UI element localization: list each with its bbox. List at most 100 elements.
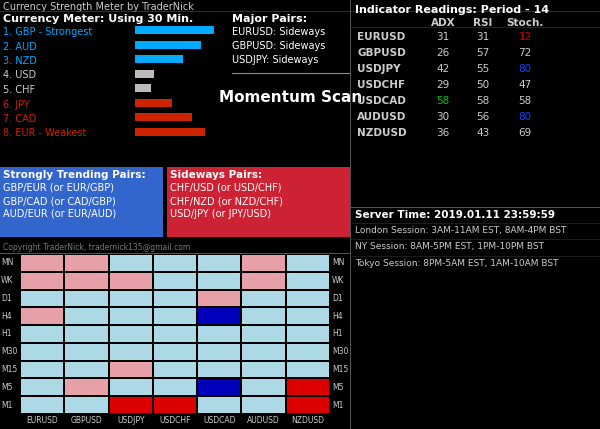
Text: Momentum Scan: Momentum Scan xyxy=(220,90,362,105)
Text: 5. CHF: 5. CHF xyxy=(3,85,35,95)
Bar xyxy=(110,397,152,413)
Text: GBPUSD: GBPUSD xyxy=(357,48,406,58)
Bar xyxy=(135,113,192,121)
Bar xyxy=(135,40,201,48)
Text: 80: 80 xyxy=(518,112,532,122)
Bar xyxy=(287,273,329,289)
Text: EURUSD: EURUSD xyxy=(357,32,405,42)
Bar xyxy=(0,167,163,237)
Text: GBP/EUR (or EUR/GBP): GBP/EUR (or EUR/GBP) xyxy=(3,183,114,193)
Text: 36: 36 xyxy=(436,128,449,138)
Text: 31: 31 xyxy=(476,32,490,42)
Bar xyxy=(154,326,196,342)
Text: 2. AUD: 2. AUD xyxy=(3,42,37,51)
Text: USDJPY: USDJPY xyxy=(357,64,401,74)
Text: 3. NZD: 3. NZD xyxy=(3,56,37,66)
Text: M15: M15 xyxy=(1,365,17,374)
Text: ADX: ADX xyxy=(431,18,455,28)
Bar xyxy=(154,362,196,378)
Text: GBPUSD: GBPUSD xyxy=(71,416,103,425)
Bar xyxy=(198,379,241,395)
Text: CHF/USD (or USD/CHF): CHF/USD (or USD/CHF) xyxy=(170,183,281,193)
Text: Major Pairs:: Major Pairs: xyxy=(232,14,307,24)
Bar xyxy=(110,362,152,378)
Text: RSI: RSI xyxy=(473,18,493,28)
Bar xyxy=(135,69,154,78)
Bar xyxy=(21,379,63,395)
Bar xyxy=(154,290,196,306)
Text: 30: 30 xyxy=(436,112,449,122)
Text: 7. CAD: 7. CAD xyxy=(3,114,37,124)
Text: USDCAD: USDCAD xyxy=(357,96,406,106)
Bar xyxy=(242,344,285,360)
Text: AUD/EUR (or EUR/AUD): AUD/EUR (or EUR/AUD) xyxy=(3,209,116,219)
Bar xyxy=(287,308,329,324)
Bar xyxy=(65,379,107,395)
Bar xyxy=(287,379,329,395)
Bar xyxy=(198,326,241,342)
Text: 8. EUR - Weakest: 8. EUR - Weakest xyxy=(3,129,86,139)
Text: Currency Meter: Using 30 Min.: Currency Meter: Using 30 Min. xyxy=(3,14,193,24)
Bar xyxy=(21,344,63,360)
Text: 69: 69 xyxy=(518,128,532,138)
Bar xyxy=(242,273,285,289)
Bar xyxy=(110,326,152,342)
Text: Currency Strength Meter by TraderNick: Currency Strength Meter by TraderNick xyxy=(3,2,194,12)
Text: USDJPY: USDJPY xyxy=(117,416,145,425)
Bar xyxy=(198,397,241,413)
Text: Tokyo Session: 8PM-5AM EST, 1AM-10AM BST: Tokyo Session: 8PM-5AM EST, 1AM-10AM BST xyxy=(355,259,559,268)
Bar xyxy=(135,99,172,106)
Bar xyxy=(198,273,241,289)
Text: H1: H1 xyxy=(1,329,11,338)
Text: M5: M5 xyxy=(332,383,343,392)
Text: WK: WK xyxy=(1,276,14,285)
Text: 12: 12 xyxy=(518,32,532,42)
Text: WK: WK xyxy=(332,276,344,285)
Text: D1: D1 xyxy=(1,294,11,303)
Text: NZDUSD: NZDUSD xyxy=(357,128,407,138)
Bar xyxy=(242,379,285,395)
Bar xyxy=(21,273,63,289)
Text: Server Time: 2019.01.11 23:59:59: Server Time: 2019.01.11 23:59:59 xyxy=(355,210,555,220)
Text: Indicator Readings: Period - 14: Indicator Readings: Period - 14 xyxy=(355,5,549,15)
Text: Sideways Pairs:: Sideways Pairs: xyxy=(170,170,262,180)
Text: D1: D1 xyxy=(332,294,343,303)
Bar xyxy=(154,255,196,271)
Bar xyxy=(110,273,152,289)
Text: EURUSD: EURUSD xyxy=(26,416,58,425)
Text: GBPUSD: Sideways: GBPUSD: Sideways xyxy=(232,41,325,51)
Text: 58: 58 xyxy=(436,96,449,106)
Text: 58: 58 xyxy=(476,96,490,106)
Text: GBP/CAD (or CAD/GBP): GBP/CAD (or CAD/GBP) xyxy=(3,196,116,206)
Bar xyxy=(154,273,196,289)
Bar xyxy=(198,344,241,360)
Bar xyxy=(65,344,107,360)
Text: USDJPY: Sideways: USDJPY: Sideways xyxy=(232,55,319,65)
Bar xyxy=(135,26,214,34)
Text: M15: M15 xyxy=(332,365,348,374)
Bar xyxy=(287,397,329,413)
Text: 1. GBP - Strongest: 1. GBP - Strongest xyxy=(3,27,92,37)
Text: 26: 26 xyxy=(436,48,449,58)
Bar xyxy=(242,326,285,342)
Text: CHF/NZD (or NZD/CHF): CHF/NZD (or NZD/CHF) xyxy=(170,196,283,206)
Text: USD/JPY (or JPY/USD): USD/JPY (or JPY/USD) xyxy=(170,209,271,219)
Bar xyxy=(154,344,196,360)
Bar xyxy=(65,255,107,271)
Text: 55: 55 xyxy=(476,64,490,74)
Text: London Session: 3AM-11AM EST, 8AM-4PM BST: London Session: 3AM-11AM EST, 8AM-4PM BS… xyxy=(355,226,566,235)
Text: 29: 29 xyxy=(436,80,449,90)
Bar xyxy=(198,308,241,324)
Bar xyxy=(242,255,285,271)
Text: AUDUSD: AUDUSD xyxy=(357,112,406,122)
Text: M1: M1 xyxy=(332,401,343,410)
Text: Strongly Trending Pairs:: Strongly Trending Pairs: xyxy=(3,170,146,180)
Bar xyxy=(287,255,329,271)
Text: M30: M30 xyxy=(332,347,349,356)
Text: M30: M30 xyxy=(1,347,17,356)
Text: Stoch.: Stoch. xyxy=(506,18,544,28)
Bar xyxy=(110,290,152,306)
Text: USDCHF: USDCHF xyxy=(357,80,405,90)
Bar xyxy=(242,362,285,378)
Bar xyxy=(135,55,184,63)
